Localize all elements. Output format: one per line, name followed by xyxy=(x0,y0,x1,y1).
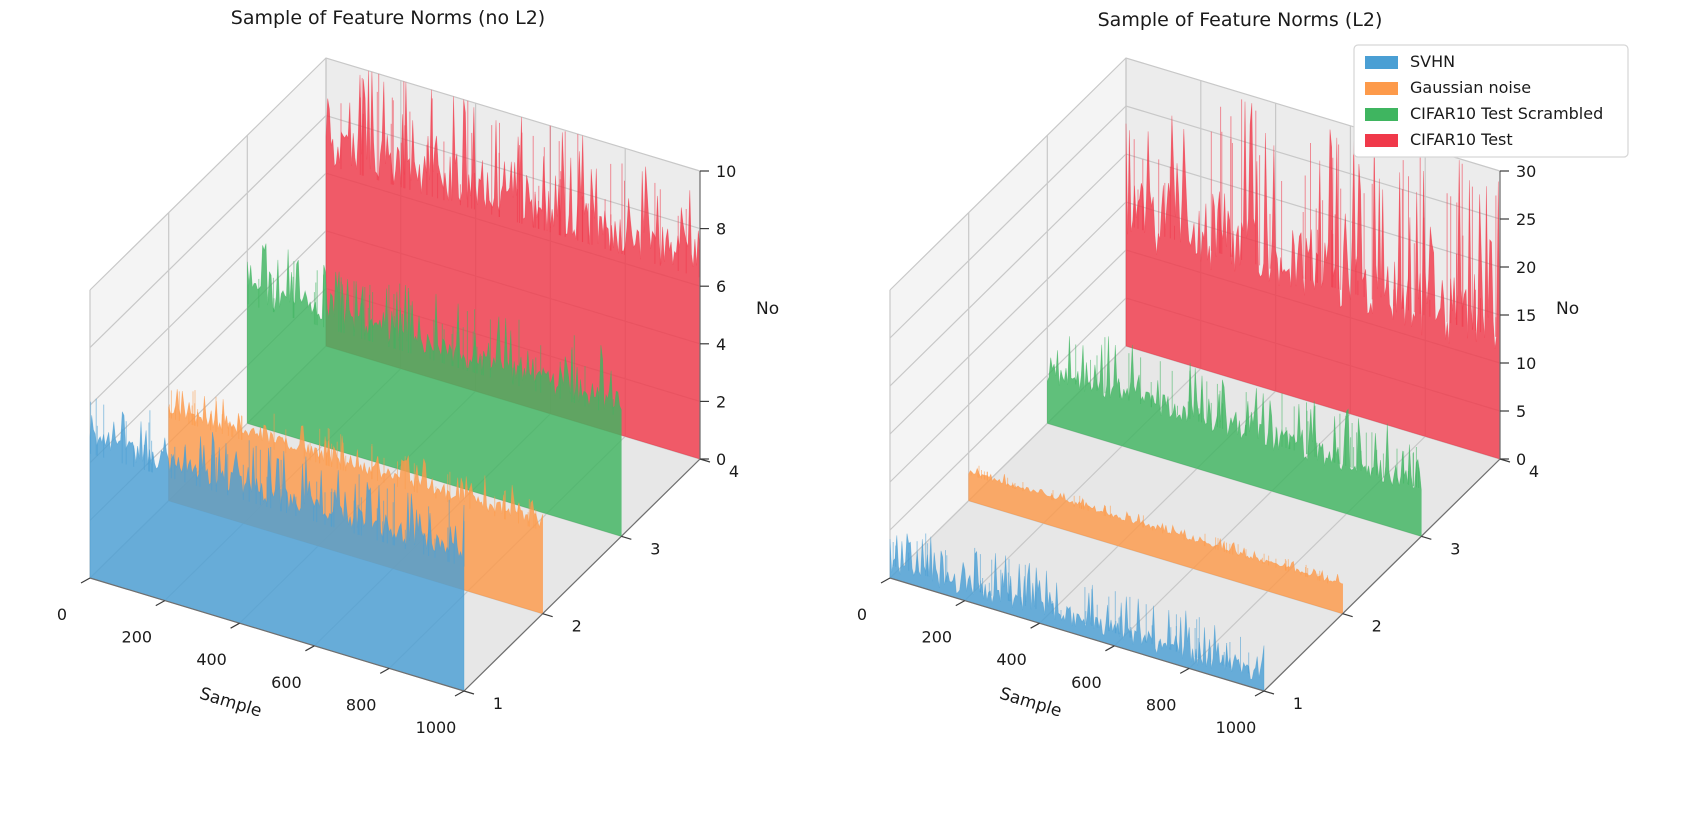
x-axis-line xyxy=(89,577,465,692)
legend-label-cifar10-test: CIFAR10 Test xyxy=(1410,130,1513,149)
gridline-z xyxy=(889,105,1501,339)
y-tick-label: 2 xyxy=(1372,617,1382,636)
x-tick-mark xyxy=(379,667,390,674)
legend-label-cifar10-scrambled: CIFAR10 Test Scrambled xyxy=(1410,104,1603,123)
legend: SVHN Gaussian noise CIFAR10 Test Scrambl… xyxy=(1353,44,1629,158)
series-spikes-svhn xyxy=(90,398,465,567)
legend-swatch-cifar10-test xyxy=(1365,134,1398,147)
panel-no-l2: Sample of Feature Norms (no L2) 0 200 400 6… xyxy=(57,7,779,737)
x-tick-mark xyxy=(1254,690,1265,697)
x-tick-label: 200 xyxy=(122,628,153,647)
legend-swatch-svhn xyxy=(1365,56,1398,69)
z-tick-label: 5 xyxy=(1516,402,1526,421)
z-tick-label: 0 xyxy=(1516,450,1526,469)
x-tick-mark xyxy=(880,577,891,584)
y-tick-label: 1 xyxy=(493,694,503,713)
x-tick-label: 800 xyxy=(346,695,377,714)
axis-lines xyxy=(880,170,1511,697)
gridline-z xyxy=(89,114,701,349)
y-tick-mark xyxy=(542,613,553,618)
x-tick-label: 400 xyxy=(196,650,227,669)
z-tick-label: 15 xyxy=(1516,306,1536,325)
series-area-gaussian-noise xyxy=(968,467,1343,615)
series-spikes-cifar10-test-scrambled xyxy=(1075,337,1420,488)
y-tick-label: 3 xyxy=(1450,539,1460,558)
legend-swatch-cifar10-scrambled xyxy=(1365,108,1398,121)
series-group xyxy=(89,70,701,692)
series-spikes-cifar10-test-scrambled xyxy=(247,261,614,415)
x-tick-mark xyxy=(305,645,315,652)
series-area-cifar10-test xyxy=(1125,101,1501,460)
y-tick-label: 4 xyxy=(1529,462,1539,481)
panel-l2: Sample of Feature Norms (L2) 02004006008… xyxy=(857,9,1579,737)
y-axis-line xyxy=(1263,458,1501,692)
y-tick-label: 2 xyxy=(572,617,582,636)
x-tick-label: 800 xyxy=(1146,695,1177,714)
series-spikes-svhn xyxy=(892,533,1250,674)
z-tick-label: 10 xyxy=(1516,354,1536,373)
axis-lines xyxy=(80,170,711,697)
gridline-z xyxy=(89,57,701,291)
y-tick-label: 4 xyxy=(729,462,739,481)
x-tick-mark xyxy=(1179,667,1190,674)
legend-label-gaussian-noise: Gaussian noise xyxy=(1410,78,1531,97)
x-tick-label: 1000 xyxy=(1216,718,1257,737)
legend-frame xyxy=(1353,44,1629,158)
x-axis-line xyxy=(889,577,1265,692)
x-tick-label: 600 xyxy=(271,673,302,692)
x-tick-label: 600 xyxy=(1071,673,1102,692)
x-tick-label: 1000 xyxy=(416,718,457,737)
x-tick-mark xyxy=(454,690,465,697)
y-tick-mark xyxy=(1342,613,1353,618)
z-tick-label: 10 xyxy=(716,162,736,181)
series-spikes-gaussian-noise xyxy=(970,465,1328,584)
series-area-cifar10-test-scrambled xyxy=(247,243,622,537)
legend-label-svhn: SVHN xyxy=(1410,52,1455,71)
z-tick-label: 8 xyxy=(716,220,726,239)
legend-swatch-gaussian-noise xyxy=(1365,82,1398,95)
series-area-svhn xyxy=(889,533,1265,692)
series-spikes-cifar10-test xyxy=(1133,99,1497,337)
y-axis-line xyxy=(463,458,701,692)
chart-title-no-l2: Sample of Feature Norms (no L2) xyxy=(231,7,545,29)
x-tick-mark xyxy=(955,600,966,607)
x-axis-label: Sample xyxy=(197,684,264,722)
x-tick-label: 0 xyxy=(57,605,67,624)
series-spikes-gaussian-noise xyxy=(168,390,537,529)
y-tick-label: 3 xyxy=(650,539,660,558)
x-tick-label: 400 xyxy=(996,650,1027,669)
z-axis-label: No xyxy=(1556,299,1579,319)
series-group xyxy=(889,99,1501,692)
x-tick-mark xyxy=(1105,645,1115,652)
x-tick-mark xyxy=(155,600,166,607)
z-tick-label: 25 xyxy=(1516,210,1536,229)
x-axis-label: Sample xyxy=(997,684,1064,722)
series-area-cifar10-test-scrambled xyxy=(1047,336,1422,537)
z-tick-label: 20 xyxy=(1516,258,1536,277)
x-tick-mark xyxy=(80,577,91,584)
z-tick-label: 4 xyxy=(716,335,726,354)
y-tick-mark xyxy=(621,535,632,540)
x-tick-mark xyxy=(1030,622,1040,629)
z-tick-label: 6 xyxy=(716,277,726,296)
y-tick-label: 1 xyxy=(1293,694,1303,713)
y-tick-mark xyxy=(1421,535,1432,540)
z-axis-label: No xyxy=(756,299,779,319)
chart-title-l2: Sample of Feature Norms (L2) xyxy=(1098,9,1383,31)
z-tick-label: 30 xyxy=(1516,162,1536,181)
x-tick-mark xyxy=(230,622,240,629)
z-tick-label: 2 xyxy=(716,392,726,411)
y-tick-mark xyxy=(463,690,475,695)
x-tick-label: 200 xyxy=(922,628,953,647)
x-tick-label: 0 xyxy=(857,605,867,624)
z-tick-label: 0 xyxy=(716,450,726,469)
y-tick-mark xyxy=(1263,690,1275,695)
